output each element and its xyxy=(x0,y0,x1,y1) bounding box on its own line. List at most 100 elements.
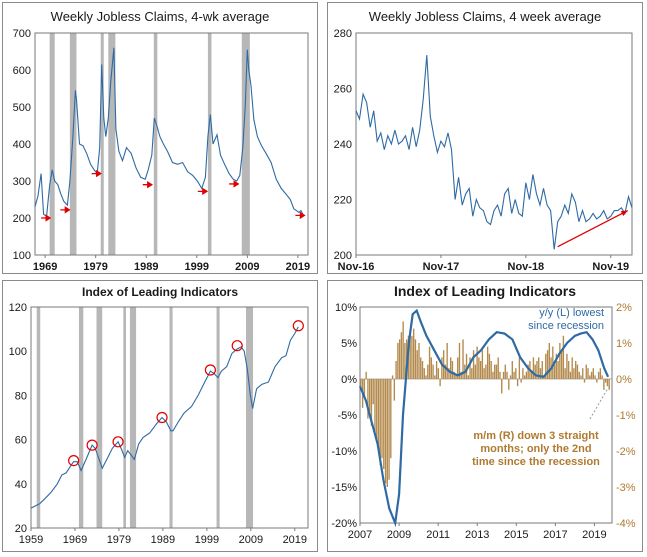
mm-change-bar xyxy=(509,375,512,379)
mm-change-bar xyxy=(515,368,517,379)
mm-change-bar xyxy=(508,379,510,390)
mm-change-bar xyxy=(546,350,549,379)
annotation-line: months; only the 2nd xyxy=(480,443,591,455)
mm-change-bar xyxy=(599,368,602,379)
mm-change-bar xyxy=(518,357,521,379)
mm-change-bar xyxy=(421,361,424,379)
jobless-claims-short-chart: Weekly Jobless Claims, 4 week average 20… xyxy=(327,2,643,274)
y-right-tick-label: -4% xyxy=(616,518,636,530)
mm-change-bar xyxy=(580,375,582,379)
y-tick-label: 60 xyxy=(15,435,27,447)
mm-change-bar xyxy=(471,368,473,379)
low-point-marker xyxy=(41,214,52,222)
y-left-tick-label: 5% xyxy=(341,338,357,350)
mm-change-bar xyxy=(462,339,464,379)
peak-circle xyxy=(204,364,216,376)
y-tick-label: 600 xyxy=(13,65,31,77)
y-tick-label: 700 xyxy=(13,28,31,40)
x-tick-label: 1959 xyxy=(19,534,43,546)
recession-band xyxy=(78,307,84,528)
recession-band xyxy=(153,33,158,255)
mm-change-bar xyxy=(367,379,369,419)
mm-change-bar xyxy=(548,343,550,379)
mm-change-bar xyxy=(442,350,445,379)
mm-change-bar xyxy=(499,371,501,379)
mm-change-bar xyxy=(455,375,457,379)
mm-change-bar xyxy=(435,361,438,379)
chart-title: Weekly Jobless Claims, 4 week average xyxy=(368,9,602,24)
y-left-tick-label: -15% xyxy=(331,482,357,494)
chart-title: Index of Leading Indicators xyxy=(393,283,577,299)
mm-change-bar xyxy=(472,350,475,379)
y-tick-label: 200 xyxy=(334,250,352,262)
y-right-tick-label: -1% xyxy=(616,410,636,422)
mm-change-bar xyxy=(594,375,596,379)
mm-change-bar xyxy=(497,357,499,379)
mm-change-bar xyxy=(400,332,403,379)
mm-change-bar xyxy=(585,364,587,379)
y-tick-label: 500 xyxy=(13,102,31,114)
y-right-tick-label: 2% xyxy=(616,302,632,314)
recession-band xyxy=(129,307,137,528)
mm-change-bar xyxy=(538,357,540,379)
y-right-tick-label: 1% xyxy=(616,338,632,350)
y-tick-label: 280 xyxy=(334,28,352,40)
mm-change-bar xyxy=(516,379,519,387)
x-tick-label: 2011 xyxy=(426,529,450,541)
mm-change-bar xyxy=(571,357,573,379)
leading-indicators-growth-chart: Index of Leading Indicators -20% -15% -10%… xyxy=(327,280,643,552)
mm-change-bar xyxy=(553,364,556,379)
mm-change-bar xyxy=(474,364,477,379)
y-tick-label: 80 xyxy=(15,390,27,402)
recession-band xyxy=(169,307,173,528)
mm-change-bar xyxy=(427,364,429,379)
mm-change-bar xyxy=(601,375,603,379)
peak-circle xyxy=(112,436,124,448)
mm-change-bar xyxy=(418,343,420,379)
x-tick-label: 2009 xyxy=(387,529,411,541)
trend-arrow-head xyxy=(620,210,628,216)
mm-change-bar xyxy=(575,361,577,379)
mm-change-bar xyxy=(416,350,418,379)
mm-change-bar xyxy=(596,379,598,383)
mm-change-bar xyxy=(390,379,392,459)
mm-change-bar xyxy=(560,350,563,379)
mm-change-bar xyxy=(576,364,579,379)
mm-change-bar xyxy=(441,357,443,379)
mm-change-bar xyxy=(402,321,404,379)
y-right-tick-label: 0% xyxy=(616,374,632,386)
mm-change-bar xyxy=(525,371,528,379)
annotation-pointer xyxy=(589,387,609,420)
x-tick-label: 1999 xyxy=(185,261,209,273)
mm-change-bar xyxy=(608,379,610,390)
mm-change-bar xyxy=(369,379,371,412)
mm-change-bar xyxy=(520,379,522,383)
x-tick-label: 1989 xyxy=(134,261,158,273)
mm-change-bar xyxy=(513,371,515,379)
y-tick-label: 400 xyxy=(13,139,31,151)
annotation-line: m/m (R) down 3 straight xyxy=(473,430,599,442)
mm-change-bar xyxy=(557,361,559,379)
mm-change-bar xyxy=(409,332,411,379)
mm-change-bar xyxy=(578,371,580,379)
x-tick-label: 1989 xyxy=(151,534,175,546)
peak-circle xyxy=(231,340,243,352)
mm-change-bar xyxy=(404,343,406,379)
mm-change-bar xyxy=(365,371,367,379)
leading-indicators-long-plot: 20 40 60 80 100 120 1959 1969 1979 1989 1999 2009 20… xyxy=(9,302,309,546)
x-tick-label: Nov-17 xyxy=(423,261,460,273)
mm-change-bar xyxy=(448,368,450,379)
recession-band xyxy=(123,307,126,528)
claims-series-line xyxy=(34,47,304,218)
mm-change-bar xyxy=(379,379,381,466)
mm-change-bar xyxy=(444,364,447,379)
mm-change-bar xyxy=(384,379,387,484)
mm-change-bar xyxy=(383,379,385,469)
mm-change-bar xyxy=(430,357,432,379)
mm-change-bar xyxy=(573,368,575,379)
mm-change-bar xyxy=(439,379,441,387)
mm-change-bar xyxy=(457,357,459,379)
mm-change-bar xyxy=(534,364,536,379)
recession-band xyxy=(100,33,104,255)
mm-change-bar xyxy=(501,379,503,394)
